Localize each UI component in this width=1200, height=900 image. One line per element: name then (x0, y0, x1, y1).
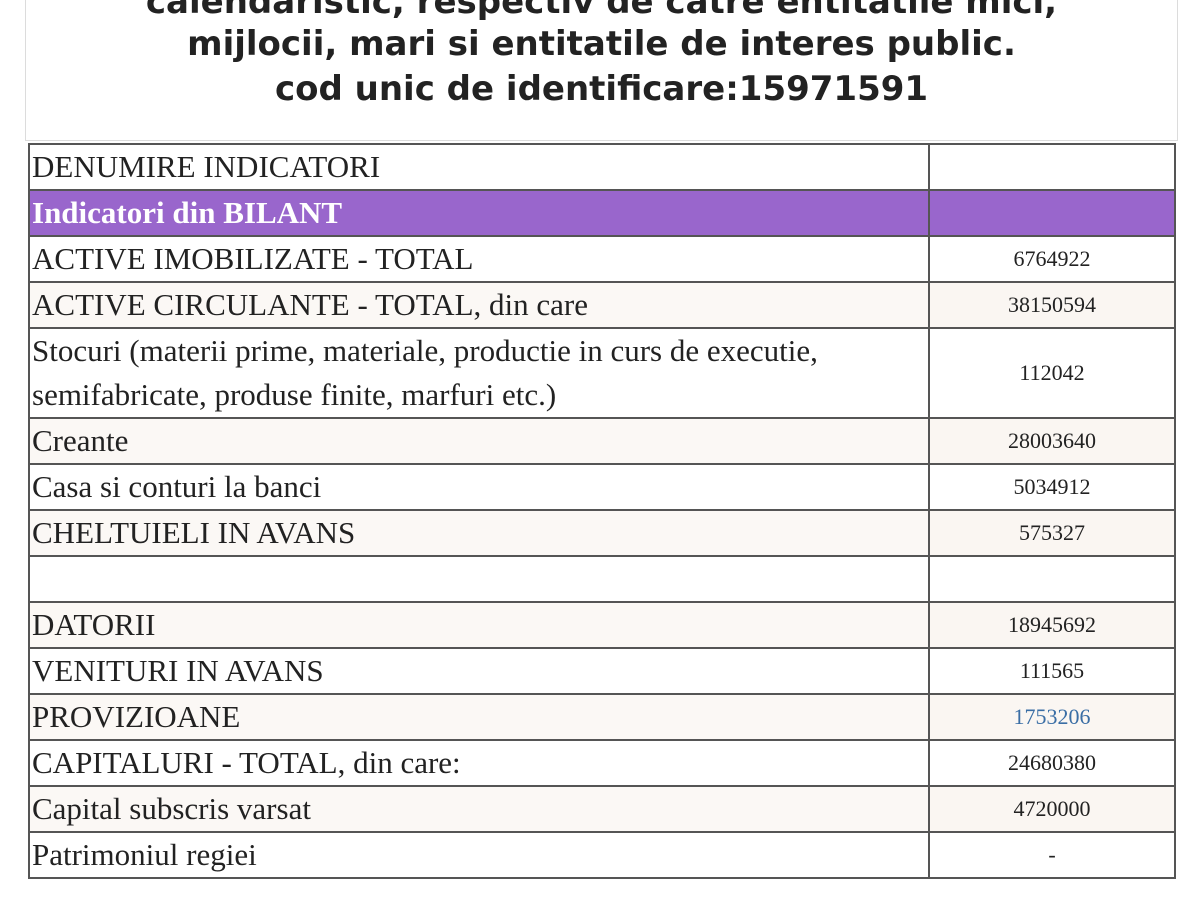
value: 6764922 (928, 235, 1176, 283)
label: Patrimoniul regiei (28, 831, 930, 879)
label: PROVIZIOANE (28, 693, 930, 741)
label: Casa si conturi la banci (28, 463, 930, 511)
label: CHELTUIELI IN AVANS (28, 509, 930, 557)
value: 5034912 (928, 463, 1176, 511)
title-line: calendaristic, respectiv de catre entita… (145, 0, 1058, 22)
value: 18945692 (928, 601, 1176, 649)
value: 111565 (928, 647, 1176, 695)
indicator-table: DENUMIRE INDICATORI Indicatori din BILAN… (28, 143, 1176, 879)
value: 575327 (928, 509, 1176, 557)
title-line: cod unic de identificare:15971591 (274, 69, 929, 109)
empty-cell (928, 555, 1176, 603)
label: Creante (28, 417, 930, 465)
header-cell (928, 143, 1176, 191)
row: PROVIZIOANE 1753206 (28, 693, 1176, 741)
title-line: mijlocii, mari si entitatile de interes … (187, 24, 1016, 64)
value: 112042 (928, 327, 1176, 419)
value: 24680380 (928, 739, 1176, 787)
label: ACTIVE IMOBILIZATE - TOTAL (28, 235, 930, 283)
section-row: Indicatori din BILANT (28, 189, 1176, 237)
header-row: DENUMIRE INDICATORI (28, 143, 1176, 191)
row: VENITURI IN AVANS 111565 (28, 647, 1176, 695)
value-link[interactable]: 1753206 (928, 693, 1176, 741)
empty-row (28, 555, 1176, 603)
row: CHELTUIELI IN AVANS 575327 (28, 509, 1176, 557)
row: Stocuri (materii prime, materiale, produ… (28, 327, 1176, 419)
label: Capital subscris varsat (28, 785, 930, 833)
empty-cell (28, 555, 930, 603)
label: ACTIVE CIRCULANTE - TOTAL, din care (28, 281, 930, 329)
label: CAPITALURI - TOTAL, din care: (28, 739, 930, 787)
label: DATORII (28, 601, 930, 649)
section-cell (928, 189, 1176, 237)
header-cell: DENUMIRE INDICATORI (28, 143, 930, 191)
value: 28003640 (928, 417, 1176, 465)
row: Creante 28003640 (28, 417, 1176, 465)
row: Casa si conturi la banci 5034912 (28, 463, 1176, 511)
value: - (928, 831, 1176, 879)
title-box: calendaristic, respectiv de catre entita… (25, 0, 1178, 141)
section-cell: Indicatori din BILANT (28, 189, 930, 237)
row: DATORII 18945692 (28, 601, 1176, 649)
row: Patrimoniul regiei - (28, 831, 1176, 879)
row: ACTIVE IMOBILIZATE - TOTAL 6764922 (28, 235, 1176, 283)
label: Stocuri (materii prime, materiale, produ… (28, 327, 930, 419)
label: VENITURI IN AVANS (28, 647, 930, 695)
value: 38150594 (928, 281, 1176, 329)
row: CAPITALURI - TOTAL, din care: 24680380 (28, 739, 1176, 787)
value: 4720000 (928, 785, 1176, 833)
row: Capital subscris varsat 4720000 (28, 785, 1176, 833)
row: ACTIVE CIRCULANTE - TOTAL, din care 38150… (28, 281, 1176, 329)
